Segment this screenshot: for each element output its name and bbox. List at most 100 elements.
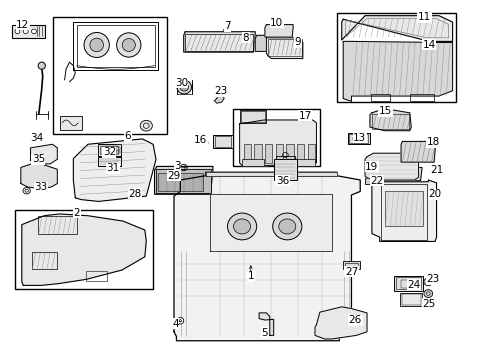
Text: 26: 26 xyxy=(348,315,361,325)
Ellipse shape xyxy=(31,29,36,34)
Text: 5: 5 xyxy=(261,328,268,338)
Text: 31: 31 xyxy=(106,163,120,173)
Bar xyxy=(344,263,358,267)
Text: 29: 29 xyxy=(167,171,180,181)
Bar xyxy=(348,134,368,143)
Polygon shape xyxy=(183,32,255,52)
Bar xyxy=(364,178,375,184)
Polygon shape xyxy=(400,141,435,162)
Bar xyxy=(242,159,264,166)
Bar xyxy=(38,216,77,234)
Bar xyxy=(307,144,314,163)
Bar xyxy=(15,210,153,289)
Bar xyxy=(241,111,264,122)
Bar xyxy=(409,94,433,102)
Ellipse shape xyxy=(177,80,191,94)
Bar xyxy=(116,148,119,150)
Text: 2: 2 xyxy=(73,208,80,218)
Bar xyxy=(100,146,118,154)
Polygon shape xyxy=(239,120,316,166)
Polygon shape xyxy=(154,166,212,194)
Ellipse shape xyxy=(272,213,301,240)
Bar xyxy=(296,144,304,163)
Bar xyxy=(60,116,81,130)
Polygon shape xyxy=(379,167,421,181)
Ellipse shape xyxy=(227,213,256,240)
Text: 3: 3 xyxy=(174,161,181,171)
Bar xyxy=(102,151,105,153)
Bar xyxy=(156,169,211,193)
Text: 7: 7 xyxy=(224,21,230,31)
Polygon shape xyxy=(341,16,452,41)
Text: 10: 10 xyxy=(269,18,283,28)
Bar xyxy=(111,148,115,150)
Text: 11: 11 xyxy=(417,13,430,22)
Bar xyxy=(275,144,283,163)
Ellipse shape xyxy=(84,32,109,58)
Bar xyxy=(111,151,115,153)
Text: 19: 19 xyxy=(365,162,378,172)
Bar xyxy=(393,276,423,291)
Bar xyxy=(342,261,360,269)
Text: 6: 6 xyxy=(124,131,131,141)
Text: 14: 14 xyxy=(422,40,435,50)
Bar xyxy=(12,24,45,38)
Bar xyxy=(98,144,120,156)
Text: 9: 9 xyxy=(294,37,301,48)
Bar xyxy=(53,18,166,134)
Text: 13: 13 xyxy=(352,133,366,143)
Polygon shape xyxy=(255,35,275,51)
Polygon shape xyxy=(264,24,292,37)
Text: 4: 4 xyxy=(172,319,179,329)
Polygon shape xyxy=(314,307,366,339)
Bar xyxy=(86,271,107,281)
Bar xyxy=(106,151,110,153)
Ellipse shape xyxy=(423,278,432,286)
Text: 33: 33 xyxy=(35,182,48,192)
Bar xyxy=(273,159,296,180)
Text: 23: 23 xyxy=(214,86,227,96)
Polygon shape xyxy=(205,172,336,176)
Bar xyxy=(267,39,301,56)
Bar xyxy=(286,144,293,163)
Polygon shape xyxy=(259,313,273,336)
Text: 22: 22 xyxy=(370,176,383,186)
Bar xyxy=(116,151,119,153)
Ellipse shape xyxy=(177,318,183,324)
Bar xyxy=(254,144,261,163)
Bar xyxy=(395,277,421,289)
Ellipse shape xyxy=(15,29,20,34)
Ellipse shape xyxy=(23,29,28,34)
Bar xyxy=(158,173,203,191)
Bar xyxy=(102,148,105,150)
Bar xyxy=(347,133,369,144)
Text: 27: 27 xyxy=(344,267,357,277)
Polygon shape xyxy=(365,153,418,180)
Bar xyxy=(384,191,423,226)
Bar xyxy=(336,13,455,102)
Text: 15: 15 xyxy=(378,106,391,116)
Text: 32: 32 xyxy=(102,147,116,157)
Text: 30: 30 xyxy=(174,78,187,88)
Polygon shape xyxy=(210,194,331,251)
Text: 34: 34 xyxy=(30,133,43,143)
Polygon shape xyxy=(214,94,224,103)
Ellipse shape xyxy=(122,39,135,51)
Text: 17: 17 xyxy=(298,111,311,121)
Polygon shape xyxy=(266,37,302,59)
Bar xyxy=(371,113,408,129)
Bar xyxy=(98,157,120,166)
Bar xyxy=(106,148,110,150)
Ellipse shape xyxy=(90,38,103,52)
Text: 36: 36 xyxy=(275,176,288,186)
Bar xyxy=(400,280,411,288)
Bar xyxy=(239,111,266,123)
Bar xyxy=(243,144,250,163)
Polygon shape xyxy=(21,163,57,188)
Ellipse shape xyxy=(140,120,152,131)
Ellipse shape xyxy=(278,219,295,234)
Ellipse shape xyxy=(38,62,45,69)
Bar xyxy=(31,252,57,269)
Ellipse shape xyxy=(233,219,250,234)
Bar xyxy=(380,184,426,240)
